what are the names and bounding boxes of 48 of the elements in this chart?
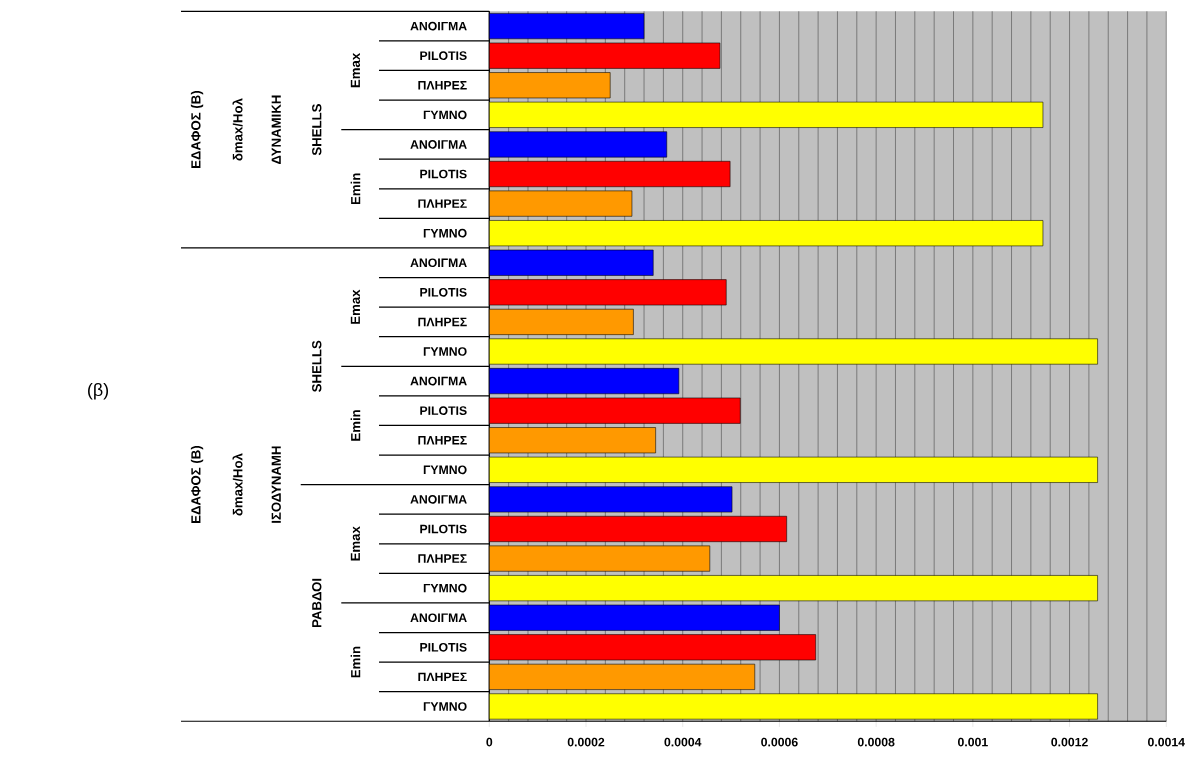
x-tick-label: 0.0002 <box>567 737 605 747</box>
y-tick-label: PILOTIS <box>420 51 467 61</box>
text: ΡΑΒΔΟΙ <box>312 578 322 628</box>
y-tick-label: PILOTIS <box>420 643 467 652</box>
y-tick-label: PILOTIS <box>420 169 467 179</box>
text: (β) <box>88 382 109 400</box>
y-tick-label: ΑΝΟΙΓΜΑ <box>410 140 467 149</box>
text: SHELLS <box>312 340 322 392</box>
y-tick-label: ΓΥΜΝΟ <box>423 228 467 238</box>
x-tick-label: 0.0014 <box>1148 737 1185 747</box>
y-tick-label: ΑΝΟΙΓΜΑ <box>410 495 467 504</box>
text: ΕΔΑΦΟΣ (Β) <box>190 91 204 169</box>
text: Emax <box>350 289 361 324</box>
text: Emax <box>350 526 361 561</box>
x-tick-label: 0 <box>486 737 493 747</box>
y-tick-label: PILOTIS <box>420 524 467 534</box>
y-tick-label: ΓΥΜΝΟ <box>423 465 467 475</box>
y-tick-label: ΓΥΜΝΟ <box>423 583 467 593</box>
text: δmax/Ηολ <box>232 453 243 516</box>
text: SHELLS <box>312 104 322 156</box>
x-tick-label: 0.001 <box>957 737 988 747</box>
y-tick-label: ΠΛΗΡΕΣ <box>418 81 467 90</box>
y-tick-label: ΠΛΗΡΕΣ <box>418 672 467 682</box>
text: Emin <box>350 410 361 441</box>
y-tick-label: ΓΥΜΝΟ <box>423 702 467 711</box>
y-tick-label: ΓΥΜΝΟ <box>423 347 467 356</box>
x-tick-label: 0.0008 <box>857 737 895 747</box>
y-tick-label: ΑΝΟΙΓΜΑ <box>410 613 467 623</box>
y-tick-label: ΑΝΟΙΓΜΑ <box>410 258 467 268</box>
y-tick-label: ΠΛΗΡΕΣ <box>418 199 467 208</box>
y-tick-label: ΠΛΗΡΕΣ <box>418 436 467 445</box>
text: Emin <box>350 173 361 205</box>
x-tick-label: 0.0006 <box>761 737 798 747</box>
x-tick-label: 0.0012 <box>1051 737 1088 747</box>
text: ΕΔΑΦΟΣ (Β) <box>190 446 204 524</box>
y-tick-label: ΠΛΗΡΕΣ <box>418 317 467 327</box>
text: ΙΣΟΔΥΝΑΜΗ <box>271 446 281 523</box>
x-tick-label: 0.0004 <box>664 737 702 747</box>
y-tick-label: ΠΛΗΡΕΣ <box>418 554 467 563</box>
text: ΔΥΝΑΜΙΚΗ <box>271 95 281 165</box>
y-tick-label: ΑΝΟΙΓΜΑ <box>410 21 467 31</box>
y-tick-label: ΓΥΜΝΟ <box>423 110 467 120</box>
text: Emin <box>350 646 361 678</box>
text: Emax <box>350 53 361 88</box>
text: δmax/Ηολ <box>232 98 243 161</box>
y-tick-label: ΑΝΟΙΓΜΑ <box>410 376 467 386</box>
y-tick-label: PILOTIS <box>420 406 467 416</box>
y-tick-label: PILOTIS <box>420 288 467 297</box>
